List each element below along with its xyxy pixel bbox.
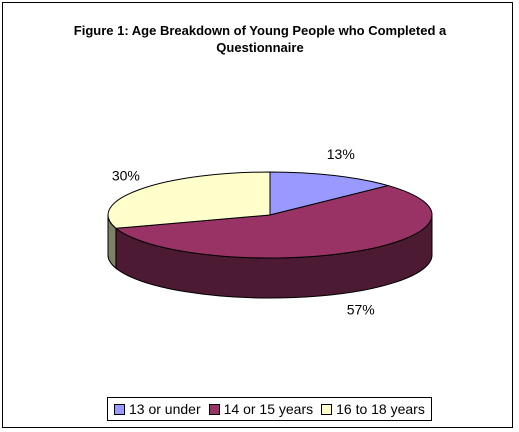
legend-swatch <box>114 403 125 415</box>
legend-item: 14 or 15 years <box>208 401 314 417</box>
legend-label: 16 to 18 years <box>336 401 425 417</box>
legend-swatch <box>321 403 333 415</box>
data-label: 13% <box>327 146 355 162</box>
legend-label: 13 or under <box>129 401 201 417</box>
data-label: 57% <box>347 302 375 318</box>
pie-slice <box>107 171 271 229</box>
pie-slice <box>269 171 391 216</box>
pie-slice <box>114 185 433 259</box>
legend-item: 13 or under <box>114 401 201 417</box>
legend-swatch <box>208 403 220 415</box>
legend-label: 14 or 15 years <box>223 401 314 417</box>
legend-item: 16 to 18 years <box>321 401 425 417</box>
chart-frame <box>2 2 513 428</box>
data-label: 30% <box>112 167 140 183</box>
chart-title: Figure 1: Age Breakdown of Young People … <box>73 23 447 55</box>
legend: 13 or under 14 or 15 years 16 to 18 years <box>107 397 432 421</box>
